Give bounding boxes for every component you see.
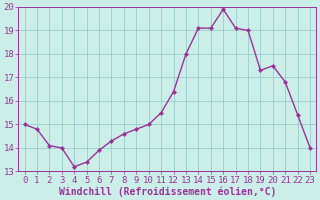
X-axis label: Windchill (Refroidissement éolien,°C): Windchill (Refroidissement éolien,°C) <box>59 186 276 197</box>
